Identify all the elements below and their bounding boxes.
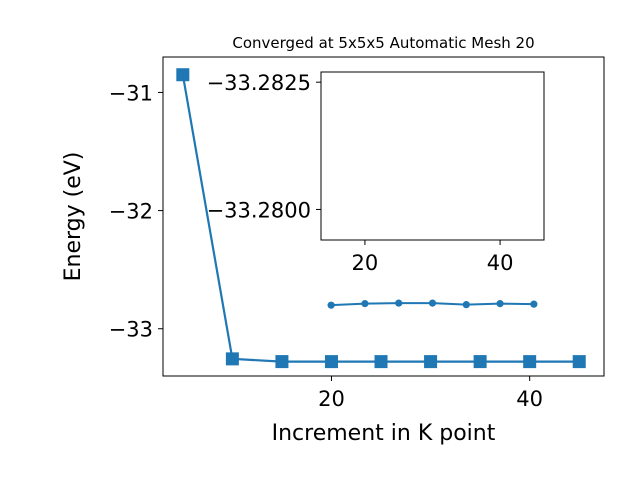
main-plot: 20 40 −31 −32 −33 Increment in K point Energ… [61, 34, 605, 446]
inset-data-point [530, 300, 538, 308]
inset-data-point [361, 300, 369, 308]
main-data-point [424, 355, 438, 369]
main-data-point [225, 352, 239, 366]
y-tick-label: −33 [109, 318, 153, 342]
main-data-point [275, 355, 289, 369]
x-tick-label: 20 [318, 387, 345, 411]
y-axis-label: Energy (eV) [61, 152, 86, 282]
main-data-point [523, 355, 537, 369]
main-data-point [374, 355, 388, 369]
main-data-point [572, 355, 586, 369]
y-tick-label: −31 [109, 81, 153, 105]
inset-data-point [496, 300, 504, 308]
inset-ticks: 20 40 −33.2825 −33.2800 [207, 71, 514, 275]
inset-plot: 20 40 −33.2825 −33.2800 [207, 71, 545, 309]
y-tick-label: −32 [109, 200, 153, 224]
inset-y-tick-label: −33.2800 [207, 198, 311, 222]
main-data-point [176, 68, 190, 82]
inset-data-point [428, 299, 437, 307]
main-series [176, 68, 586, 369]
main-plot-frame [162, 56, 605, 377]
inset-data-point [462, 301, 470, 309]
main-data-point [473, 355, 487, 369]
x-axis-label: Increment in K point [272, 421, 496, 446]
inset-x-tick-label: 40 [487, 251, 514, 275]
inset-series [327, 299, 538, 309]
inset-data-point [327, 301, 335, 309]
inset-y-tick-label: −33.2825 [207, 71, 311, 95]
main-ticks: 20 40 −31 −32 −33 [109, 81, 543, 411]
main-data-point [324, 355, 338, 369]
inset-data-point [395, 299, 403, 307]
inset-x-tick-label: 20 [352, 251, 379, 275]
inset-background [321, 72, 544, 240]
chart-title: Converged at 5x5x5 Automatic Mesh 20 [232, 34, 534, 52]
x-tick-label: 40 [516, 387, 543, 411]
inset-plot-frame [320, 71, 545, 241]
